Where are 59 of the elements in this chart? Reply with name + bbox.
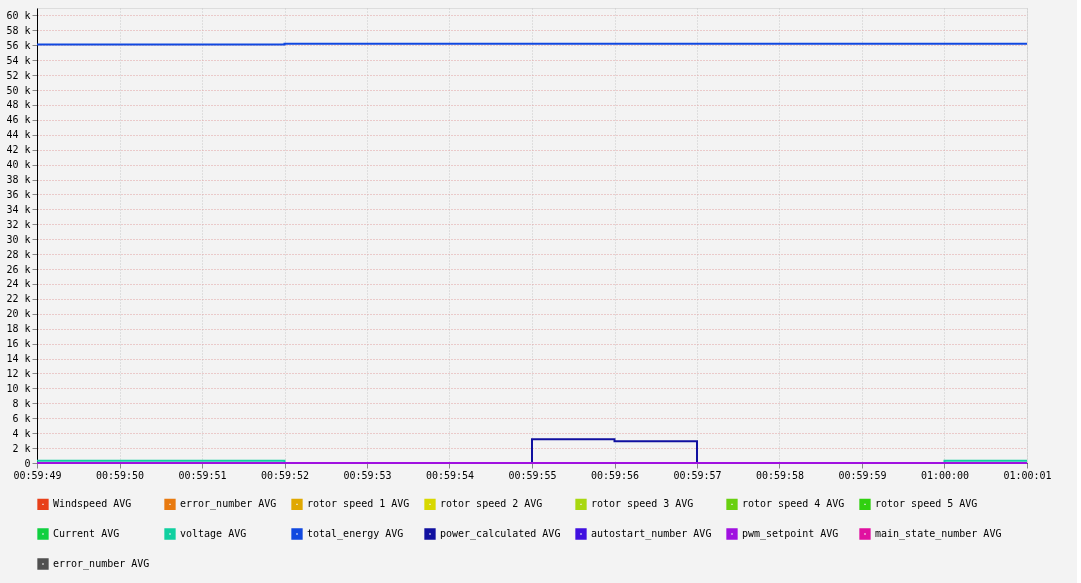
y-tick-label: 16 k — [6, 338, 31, 350]
legend-label: pwm_setpoint AVG — [742, 528, 839, 540]
y-tick-label: 34 k — [6, 203, 31, 215]
y-tick-label: 20 k — [6, 308, 31, 320]
legend-label: main_state_number AVG — [875, 528, 1002, 540]
x-tick-label: 00:59:52 — [260, 469, 310, 481]
legend-label: rotor speed 3 AVG — [591, 498, 694, 510]
x-tick-label: 00:59:51 — [178, 469, 227, 481]
legend-label: autostart_number AVG — [591, 528, 712, 540]
y-tick-label: 54 k — [6, 54, 31, 66]
legend-label: rotor speed 1 AVG — [307, 498, 410, 510]
legend-label: power_calculated AVG — [440, 528, 561, 540]
y-tick-label: 52 k — [6, 69, 31, 81]
y-tick-label: 6 k — [12, 412, 31, 424]
y-tick-label: 26 k — [6, 263, 31, 275]
legend-label: error_number AVG — [180, 498, 277, 511]
x-tick-label: 00:59:58 — [755, 469, 805, 481]
legend-label: Current AVG — [53, 528, 120, 539]
y-tick-label: 32 k — [6, 218, 31, 230]
y-tick-label: 4 k — [12, 427, 31, 439]
y-tick-label: 40 k — [6, 159, 31, 171]
y-tick-label: 50 k — [6, 84, 31, 96]
y-tick-label: 0 — [24, 457, 31, 469]
y-tick-label: 28 k — [6, 248, 31, 260]
y-tick-label: 30 k — [6, 233, 31, 245]
y-tick-label: 44 k — [6, 129, 31, 141]
y-tick-label: 18 k — [6, 323, 31, 335]
y-tick-label: 10 k — [6, 382, 31, 394]
x-tick-label: 00:59:55 — [508, 469, 557, 481]
y-tick-label: 22 k — [6, 293, 31, 305]
y-tick-label: 2 k — [12, 442, 31, 454]
x-tick-label: 00:59:56 — [590, 469, 640, 481]
x-tick-label: 00:59:54 — [425, 469, 475, 481]
x-tick-label: 00:59:49 — [13, 469, 62, 481]
x-tick-label: 00:59:50 — [95, 469, 145, 481]
y-tick-label: 12 k — [6, 367, 31, 379]
y-tick-label: 24 k — [6, 278, 31, 290]
y-tick-label: 8 k — [12, 397, 31, 409]
legend-label: rotor speed 4 AVG — [742, 498, 845, 510]
y-tick-label: 56 k — [6, 39, 31, 51]
x-tick-label: 00:59:57 — [673, 469, 722, 481]
y-tick-label: 60 k — [6, 9, 31, 21]
y-tick-label: 46 k — [6, 114, 31, 126]
y-tick-label: 48 k — [6, 99, 31, 111]
legend-label: rotor speed 2 AVG — [440, 498, 543, 510]
y-tick-label: 36 k — [6, 188, 31, 200]
x-tick-label: 00:59:53 — [343, 469, 392, 481]
x-tick-label: 00:59:59 — [838, 469, 887, 481]
legend-label: rotor speed 5 AVG — [875, 498, 978, 510]
legend-label: error_number AVG — [53, 558, 150, 570]
legend-label: Windspeed AVG — [53, 498, 132, 510]
y-tick-label: 42 k — [6, 144, 31, 156]
legend-label: voltage AVG — [180, 528, 247, 539]
y-tick-label: 38 k — [6, 174, 31, 186]
y-tick-label: 14 k — [6, 353, 31, 365]
x-tick-label: 01:00:00 — [920, 469, 970, 481]
x-tick-label: 01:00:01 — [1003, 469, 1052, 481]
legend-label: total_energy AVG — [307, 528, 404, 540]
y-tick-label: 58 k — [6, 24, 31, 36]
